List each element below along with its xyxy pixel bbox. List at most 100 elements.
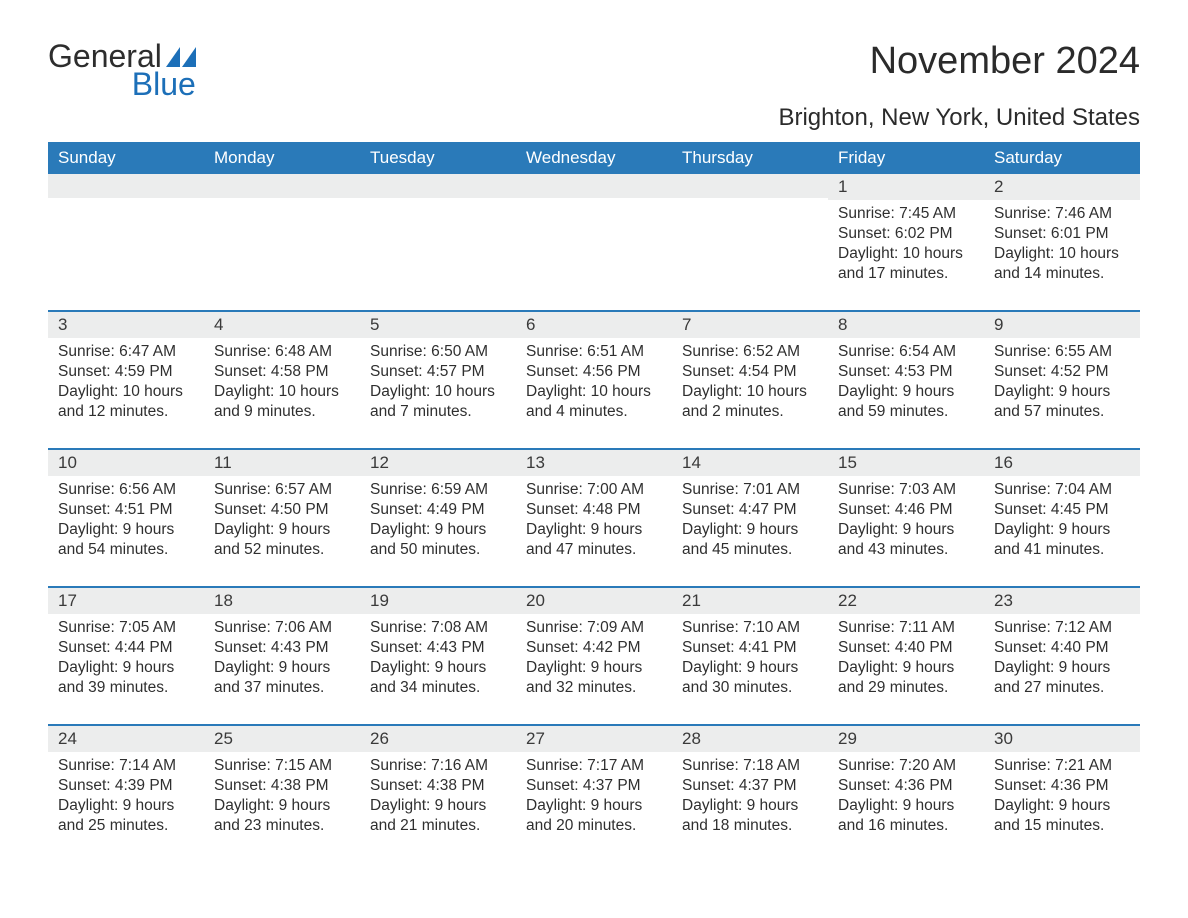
calendar-cell: 7Sunrise: 6:52 AMSunset: 4:54 PMDaylight… (672, 312, 828, 430)
day-number: 24 (48, 726, 204, 752)
day-body: Sunrise: 7:00 AMSunset: 4:48 PMDaylight:… (516, 476, 672, 565)
sunset-text: Sunset: 4:44 PM (58, 638, 194, 658)
day-number (516, 174, 672, 198)
daylight-line2: and 59 minutes. (838, 402, 974, 422)
day-number: 1 (828, 174, 984, 200)
calendar: Sunday Monday Tuesday Wednesday Thursday… (48, 142, 1140, 844)
daylight-line1: Daylight: 9 hours (58, 658, 194, 678)
daylight-line2: and 15 minutes. (994, 816, 1130, 836)
daylight-line1: Daylight: 10 hours (58, 382, 194, 402)
daylight-line2: and 39 minutes. (58, 678, 194, 698)
sunrise-text: Sunrise: 7:04 AM (994, 480, 1130, 500)
sunrise-text: Sunrise: 6:54 AM (838, 342, 974, 362)
day-header-mon: Monday (204, 142, 360, 174)
week-row: 1Sunrise: 7:45 AMSunset: 6:02 PMDaylight… (48, 174, 1140, 292)
daylight-line2: and 12 minutes. (58, 402, 194, 422)
day-number (204, 174, 360, 198)
day-number: 20 (516, 588, 672, 614)
day-number: 18 (204, 588, 360, 614)
daylight-line1: Daylight: 9 hours (838, 796, 974, 816)
day-number: 16 (984, 450, 1140, 476)
day-body: Sunrise: 6:50 AMSunset: 4:57 PMDaylight:… (360, 338, 516, 427)
daylight-line2: and 52 minutes. (214, 540, 350, 560)
calendar-cell: 29Sunrise: 7:20 AMSunset: 4:36 PMDayligh… (828, 726, 984, 844)
day-body: Sunrise: 7:08 AMSunset: 4:43 PMDaylight:… (360, 614, 516, 703)
day-body: Sunrise: 7:20 AMSunset: 4:36 PMDaylight:… (828, 752, 984, 841)
daylight-line1: Daylight: 9 hours (682, 520, 818, 540)
day-number: 15 (828, 450, 984, 476)
sunset-text: Sunset: 4:37 PM (526, 776, 662, 796)
weeks-container: 1Sunrise: 7:45 AMSunset: 6:02 PMDaylight… (48, 174, 1140, 844)
calendar-cell: 12Sunrise: 6:59 AMSunset: 4:49 PMDayligh… (360, 450, 516, 568)
daylight-line2: and 57 minutes. (994, 402, 1130, 422)
daylight-line2: and 17 minutes. (838, 264, 974, 284)
day-header-fri: Friday (828, 142, 984, 174)
calendar-cell: 21Sunrise: 7:10 AMSunset: 4:41 PMDayligh… (672, 588, 828, 706)
day-body: Sunrise: 7:18 AMSunset: 4:37 PMDaylight:… (672, 752, 828, 841)
daylight-line2: and 29 minutes. (838, 678, 974, 698)
daylight-line1: Daylight: 9 hours (994, 382, 1130, 402)
day-number (48, 174, 204, 198)
day-body: Sunrise: 7:17 AMSunset: 4:37 PMDaylight:… (516, 752, 672, 841)
daylight-line2: and 18 minutes. (682, 816, 818, 836)
daylight-line1: Daylight: 10 hours (214, 382, 350, 402)
calendar-cell: 14Sunrise: 7:01 AMSunset: 4:47 PMDayligh… (672, 450, 828, 568)
sunrise-text: Sunrise: 7:11 AM (838, 618, 974, 638)
daylight-line1: Daylight: 9 hours (994, 658, 1130, 678)
sunrise-text: Sunrise: 7:05 AM (58, 618, 194, 638)
week-row: 10Sunrise: 6:56 AMSunset: 4:51 PMDayligh… (48, 448, 1140, 568)
daylight-line2: and 25 minutes. (58, 816, 194, 836)
daylight-line2: and 21 minutes. (370, 816, 506, 836)
sunset-text: Sunset: 4:46 PM (838, 500, 974, 520)
sunset-text: Sunset: 4:43 PM (214, 638, 350, 658)
daylight-line2: and 54 minutes. (58, 540, 194, 560)
daylight-line1: Daylight: 9 hours (526, 520, 662, 540)
day-number: 6 (516, 312, 672, 338)
sunset-text: Sunset: 4:43 PM (370, 638, 506, 658)
sunset-text: Sunset: 4:53 PM (838, 362, 974, 382)
day-number: 7 (672, 312, 828, 338)
day-body: Sunrise: 7:06 AMSunset: 4:43 PMDaylight:… (204, 614, 360, 703)
day-body: Sunrise: 6:47 AMSunset: 4:59 PMDaylight:… (48, 338, 204, 427)
calendar-cell (672, 174, 828, 292)
week-row: 24Sunrise: 7:14 AMSunset: 4:39 PMDayligh… (48, 724, 1140, 844)
sunrise-text: Sunrise: 7:17 AM (526, 756, 662, 776)
daylight-line2: and 50 minutes. (370, 540, 506, 560)
day-body: Sunrise: 7:45 AMSunset: 6:02 PMDaylight:… (828, 200, 984, 289)
sunrise-text: Sunrise: 6:55 AM (994, 342, 1130, 362)
day-body: Sunrise: 7:09 AMSunset: 4:42 PMDaylight:… (516, 614, 672, 703)
sunset-text: Sunset: 4:48 PM (526, 500, 662, 520)
day-body: Sunrise: 7:03 AMSunset: 4:46 PMDaylight:… (828, 476, 984, 565)
day-body: Sunrise: 7:10 AMSunset: 4:41 PMDaylight:… (672, 614, 828, 703)
day-number (672, 174, 828, 198)
calendar-cell: 13Sunrise: 7:00 AMSunset: 4:48 PMDayligh… (516, 450, 672, 568)
week-row: 17Sunrise: 7:05 AMSunset: 4:44 PMDayligh… (48, 586, 1140, 706)
sunset-text: Sunset: 4:40 PM (994, 638, 1130, 658)
daylight-line1: Daylight: 9 hours (682, 796, 818, 816)
day-number: 5 (360, 312, 516, 338)
sunrise-text: Sunrise: 7:09 AM (526, 618, 662, 638)
daylight-line1: Daylight: 9 hours (370, 658, 506, 678)
daylight-line1: Daylight: 9 hours (838, 520, 974, 540)
calendar-cell: 3Sunrise: 6:47 AMSunset: 4:59 PMDaylight… (48, 312, 204, 430)
calendar-cell: 2Sunrise: 7:46 AMSunset: 6:01 PMDaylight… (984, 174, 1140, 292)
sunrise-text: Sunrise: 6:59 AM (370, 480, 506, 500)
calendar-cell: 26Sunrise: 7:16 AMSunset: 4:38 PMDayligh… (360, 726, 516, 844)
day-header-sun: Sunday (48, 142, 204, 174)
calendar-cell (48, 174, 204, 292)
day-body (204, 198, 360, 206)
sunset-text: Sunset: 4:47 PM (682, 500, 818, 520)
day-number: 13 (516, 450, 672, 476)
daylight-line1: Daylight: 9 hours (370, 520, 506, 540)
daylight-line1: Daylight: 9 hours (526, 796, 662, 816)
sunrise-text: Sunrise: 6:51 AM (526, 342, 662, 362)
page-subtitle: Brighton, New York, United States (48, 104, 1140, 132)
sunset-text: Sunset: 4:42 PM (526, 638, 662, 658)
sunrise-text: Sunrise: 7:15 AM (214, 756, 350, 776)
logo: General Blue (48, 40, 196, 100)
calendar-cell: 27Sunrise: 7:17 AMSunset: 4:37 PMDayligh… (516, 726, 672, 844)
calendar-cell: 16Sunrise: 7:04 AMSunset: 4:45 PMDayligh… (984, 450, 1140, 568)
daylight-line1: Daylight: 10 hours (370, 382, 506, 402)
day-number: 19 (360, 588, 516, 614)
sunrise-text: Sunrise: 7:46 AM (994, 204, 1130, 224)
